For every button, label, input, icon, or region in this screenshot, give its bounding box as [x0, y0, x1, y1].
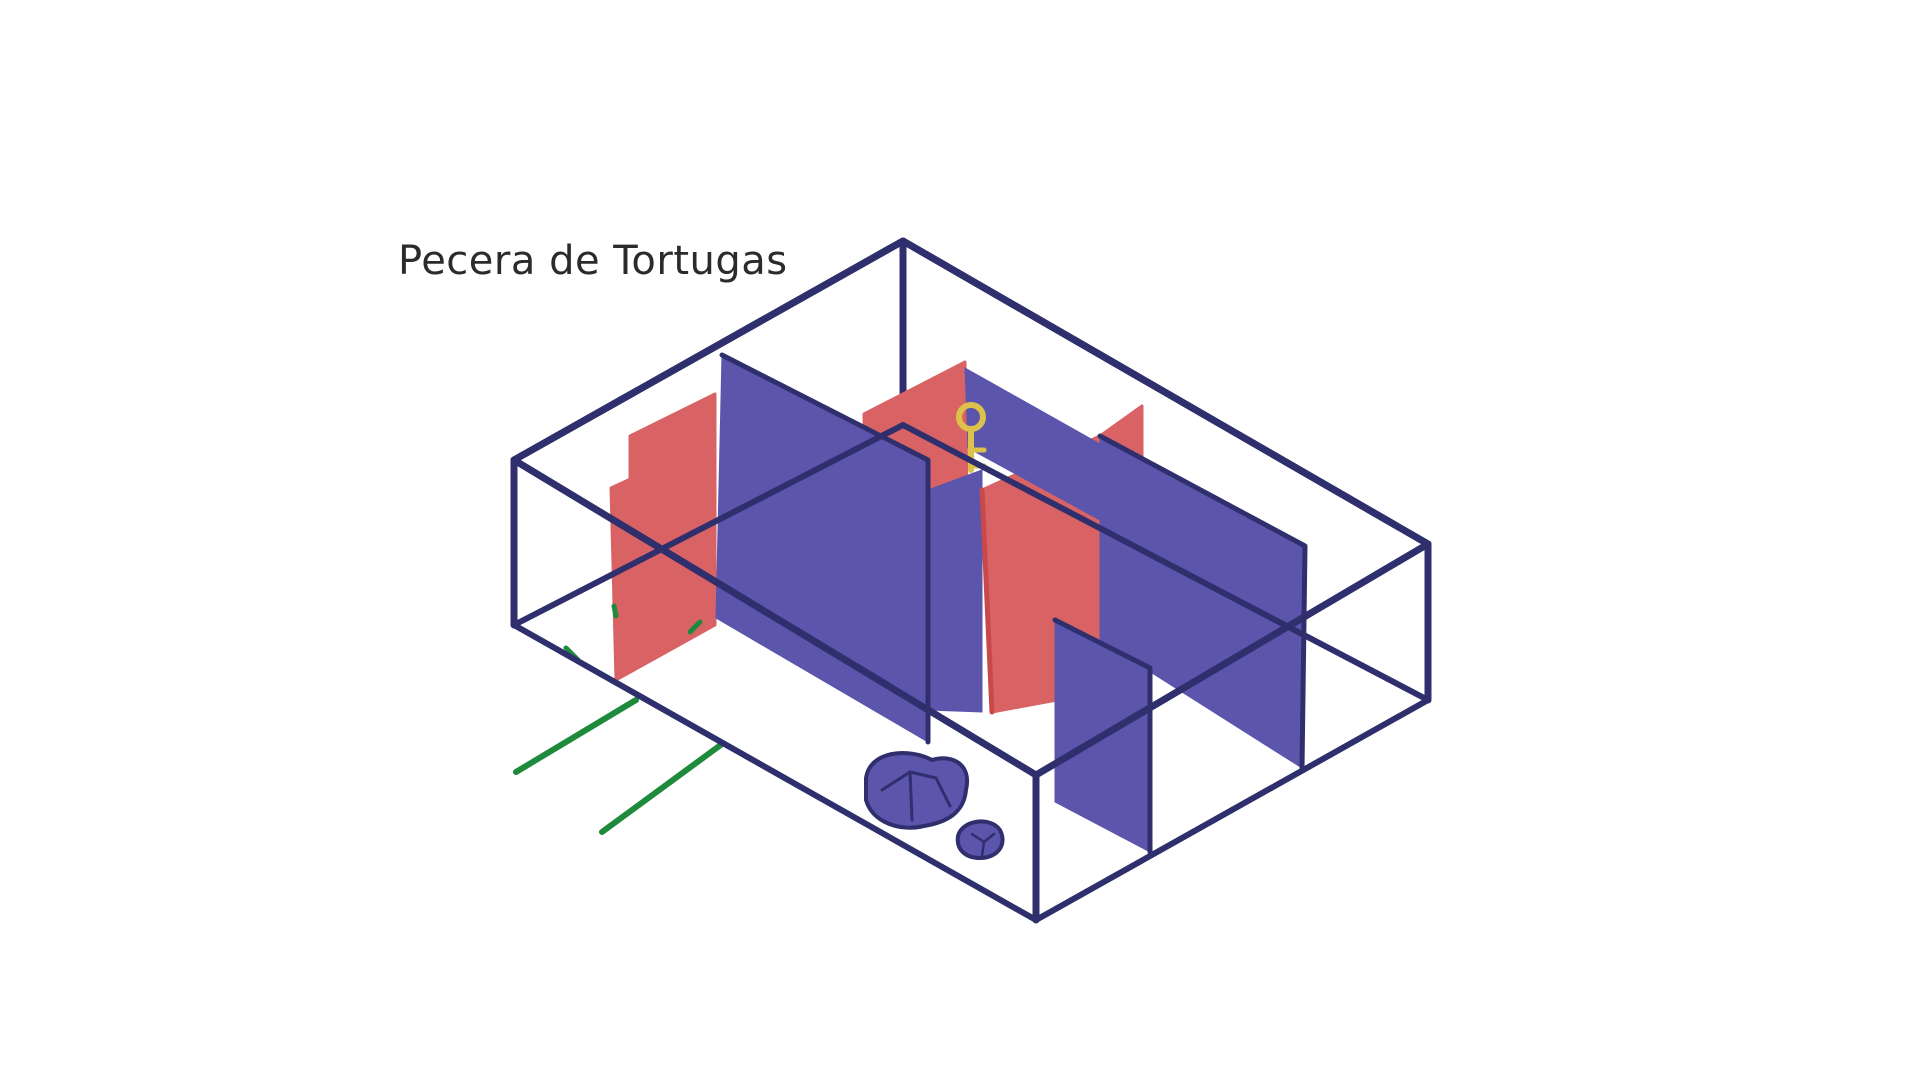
small-rock-crack — [970, 832, 996, 858]
green-line-left — [513, 697, 639, 775]
blue-wall-right-outline — [1097, 433, 1308, 771]
blue-wall-front-panel-outline — [1052, 617, 1153, 855]
rock-icon — [864, 751, 970, 830]
green-tick-2 — [611, 603, 619, 619]
blue-wall-left-outline — [719, 352, 931, 745]
large-rock-crack-3 — [934, 776, 952, 808]
green-tick-3 — [687, 619, 703, 635]
large-rock — [864, 751, 970, 830]
large-rock-crack-2 — [908, 770, 914, 822]
rocks — [864, 751, 1005, 860]
rock-icon — [955, 819, 1005, 860]
diagram-title: Pecera de Tortugas — [398, 238, 788, 284]
red-wall-center-edge — [979, 487, 995, 715]
red-wall-left-front — [609, 438, 717, 682]
green-lines — [513, 603, 725, 835]
blue-wall-center — [927, 469, 983, 713]
green-line-right — [599, 741, 725, 835]
tank-front-edges — [510, 237, 1432, 924]
